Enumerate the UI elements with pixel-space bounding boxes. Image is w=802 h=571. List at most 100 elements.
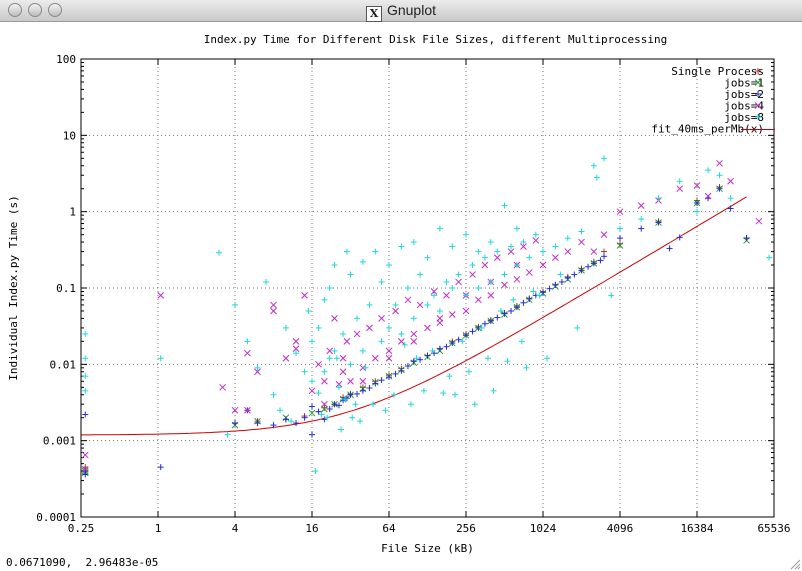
data-point	[321, 400, 328, 408]
data-point	[347, 391, 354, 398]
data-point	[504, 358, 511, 365]
data-point	[494, 248, 501, 255]
data-point	[82, 387, 89, 394]
data-point	[501, 310, 508, 317]
data-point	[693, 182, 701, 189]
data-point	[424, 301, 431, 308]
data-point	[232, 420, 238, 427]
data-point	[392, 301, 399, 308]
data-point	[359, 258, 366, 265]
data-point	[417, 271, 424, 278]
data-point	[312, 468, 319, 475]
data-point	[443, 278, 450, 285]
data-point	[704, 192, 712, 200]
close-button[interactable]	[8, 3, 22, 17]
data-point	[601, 155, 608, 162]
data-point	[292, 338, 300, 345]
data-point	[340, 330, 347, 337]
data-point	[392, 307, 399, 315]
data-point	[282, 324, 289, 331]
data-point	[347, 361, 354, 368]
data-point	[448, 311, 456, 318]
data-point	[309, 378, 315, 385]
y-tick-label: 0.01	[50, 358, 77, 371]
data-point	[755, 217, 763, 225]
legend-label: jobs=1	[724, 77, 764, 90]
data-point	[493, 254, 501, 261]
data-point	[455, 336, 462, 343]
y-tick-label: 100	[56, 53, 76, 66]
data-point	[543, 355, 550, 362]
data-point	[574, 324, 581, 331]
data-point	[578, 228, 585, 235]
data-point	[424, 254, 431, 261]
data-point	[321, 368, 328, 375]
data-point	[469, 328, 476, 335]
data-point	[481, 254, 488, 261]
data-point	[392, 370, 399, 377]
minimize-button[interactable]	[28, 3, 42, 17]
data-point	[301, 292, 308, 299]
data-point	[525, 269, 533, 276]
data-point	[446, 373, 453, 380]
data-point	[216, 249, 223, 256]
data-point	[401, 341, 408, 348]
data-point	[501, 271, 508, 278]
data-point	[293, 350, 300, 357]
x-tick-label: 1	[155, 522, 162, 535]
resize-grip-icon[interactable]	[789, 558, 801, 570]
data-point	[326, 405, 333, 412]
y-tick-label: 0.001	[43, 435, 76, 448]
data-point	[370, 401, 377, 408]
data-point	[398, 367, 405, 374]
data-point	[359, 347, 366, 354]
data-point	[520, 243, 527, 250]
data-point	[600, 231, 608, 238]
data-point	[315, 390, 322, 397]
data-point	[532, 237, 540, 244]
data-point	[386, 324, 392, 331]
data-point	[410, 358, 417, 365]
legend-label: fit_40ms_perMb(x)	[651, 123, 764, 136]
data-point	[638, 225, 645, 232]
data-point	[705, 167, 712, 174]
zoom-button[interactable]	[48, 3, 62, 17]
data-point	[536, 292, 543, 299]
data-point	[475, 296, 482, 304]
legend-label: jobs=8	[724, 111, 764, 124]
data-point	[366, 324, 373, 332]
data-point	[463, 231, 469, 238]
data-point	[557, 271, 564, 278]
data-point	[263, 278, 270, 285]
title-bar[interactable]: X Gnuplot	[0, 0, 802, 22]
data-point	[465, 368, 472, 375]
data-point	[494, 314, 501, 321]
data-point	[540, 289, 546, 296]
y-tick-label: 0.1	[56, 282, 76, 295]
data-point	[578, 238, 585, 246]
data-point	[539, 261, 547, 269]
chart[interactable]: 0.25 1 4 16 64 256 1024 4096 16384 65536 0.0001 0.0…	[0, 22, 802, 554]
coordinate-readout: 0.0671090, 2.96483e-05	[6, 556, 159, 569]
data-point	[564, 248, 572, 255]
data-point	[270, 301, 277, 309]
data-point	[597, 257, 604, 264]
data-point	[270, 307, 277, 315]
window-title: X Gnuplot	[0, 2, 802, 22]
legend-marker	[755, 91, 761, 97]
data-point	[487, 239, 494, 246]
data-point	[244, 349, 251, 357]
data-point	[326, 355, 333, 362]
y-tick-label: 1	[69, 206, 76, 219]
data-point	[362, 364, 369, 371]
data-point	[475, 248, 482, 255]
data-point	[347, 377, 354, 385]
data-point	[666, 245, 673, 252]
data-point	[157, 355, 164, 362]
data-point	[431, 292, 438, 299]
data-point	[315, 408, 322, 415]
data-point	[552, 281, 559, 288]
data-point	[440, 390, 447, 397]
data-point	[359, 387, 366, 394]
